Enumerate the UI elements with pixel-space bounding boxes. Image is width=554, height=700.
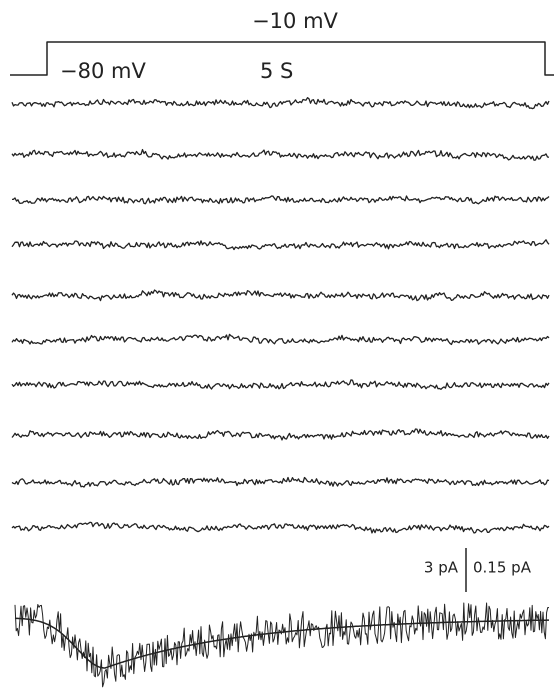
traces <box>11 97 550 688</box>
current-trace <box>11 239 550 251</box>
fit-curve <box>14 617 549 669</box>
duration-label: 5 S <box>260 59 293 83</box>
trace-scale-label: 3 pA <box>424 559 459 577</box>
current-trace <box>11 521 550 534</box>
current-trace <box>11 195 550 205</box>
current-trace <box>11 476 550 488</box>
current-trace <box>11 379 550 390</box>
average-trace <box>14 602 550 688</box>
test-potential-label: −10 mV <box>252 9 338 33</box>
current-trace <box>11 97 550 110</box>
current-trace <box>11 148 550 161</box>
holding-potential-label: −80 mV <box>60 59 146 83</box>
current-trace <box>11 333 550 346</box>
current-trace <box>11 428 550 441</box>
voltage-protocol <box>10 41 554 76</box>
average-scale-label: 0.15 pA <box>473 559 532 577</box>
current-trace <box>11 289 550 302</box>
